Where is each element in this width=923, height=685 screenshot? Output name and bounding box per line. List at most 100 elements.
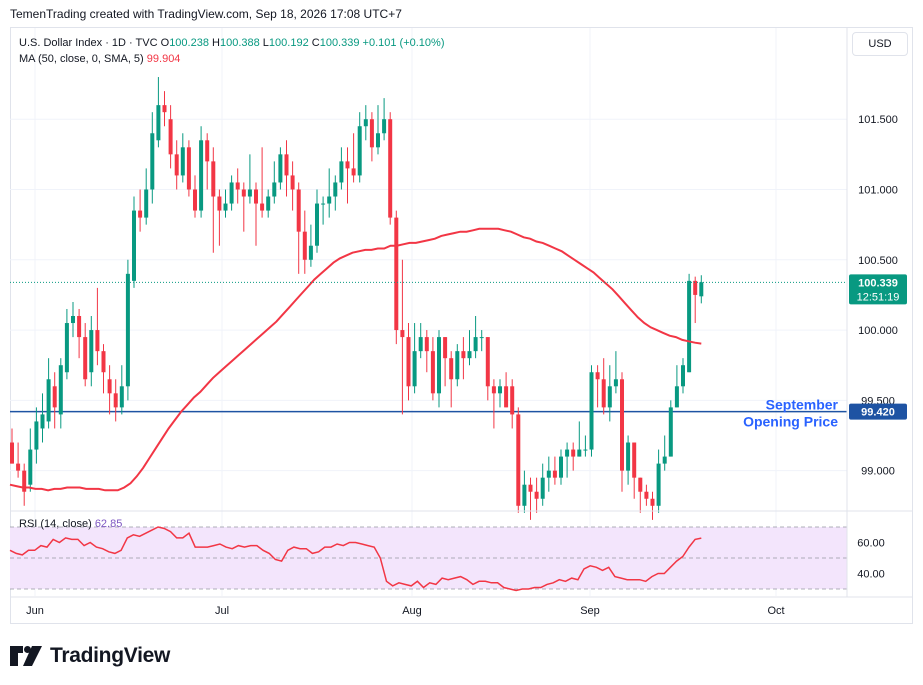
candle [278,147,283,190]
candle-body [406,337,411,387]
ma-legend-value: 99.904 [146,53,181,65]
low-label: L [262,37,269,49]
candle-body [174,154,179,176]
candle-body [321,203,326,205]
candle [46,358,51,429]
candle-body [89,330,94,373]
candle-body [278,154,283,183]
candle-body [394,217,399,331]
price-tick-label: 101.500 [858,114,898,126]
candle [522,470,527,513]
tradingview-wordmark: TradingView [50,644,171,667]
candle-body [132,210,136,281]
candle-body [473,337,478,352]
rsi-legend-label[interactable]: RSI (14, close) [19,518,92,530]
close-label: C [311,37,320,49]
candle-body [455,351,460,380]
candle-body [125,273,130,387]
candle-body [449,358,454,380]
candle-body [193,189,197,211]
candle-body [199,140,204,211]
candle-body [522,484,527,506]
candle-body [266,196,271,211]
candle [363,105,368,141]
candle [430,337,435,401]
candle-body [351,168,356,176]
opening-price-annotation: September Opening Price [743,397,838,430]
candle-body [467,351,472,359]
candle [193,175,197,218]
candle-body [388,119,393,218]
candle-body [412,351,417,387]
candle [687,273,692,373]
candle [132,196,136,288]
tradingview-logo[interactable]: TradingView [10,644,170,668]
candle-body [28,449,33,485]
candle-body [327,196,332,204]
candle [315,189,319,253]
candle-body [376,133,380,148]
candle-body [613,379,618,387]
candle-body [534,491,539,499]
candle-body [516,414,521,506]
candle [10,428,14,464]
candle-body [656,463,661,506]
candle [650,491,655,520]
candle [613,351,618,394]
candle-body [601,379,606,408]
candle [180,133,185,183]
candle [674,365,679,408]
candle [516,407,521,513]
attribution-text: TemenTrading created with TradingView.co… [10,7,402,21]
ma-legend-label[interactable]: MA (50, close, 0, SMA, 5) [19,53,144,65]
candle [681,358,685,394]
candle [479,330,484,352]
candle [504,372,509,408]
candle-body [632,442,637,478]
candle [552,456,557,485]
candle [644,484,649,506]
candle-body [144,189,149,218]
price-tick-label: 100.500 [858,255,898,267]
candle [28,428,33,492]
candle-body [638,477,643,492]
candle [693,276,698,324]
candle [559,449,563,485]
candle [418,323,423,359]
candle-body [162,105,167,113]
rsi-axis: 60.00 40.00 [857,538,885,581]
candle [144,168,149,225]
high-value: 100.388 [219,37,260,49]
low-value: 100.192 [268,37,309,49]
candle [241,182,246,232]
candle-body [620,379,624,471]
candle-body [626,442,631,471]
candle [174,140,179,190]
candle-body [668,407,673,457]
candle [40,393,45,443]
candle [376,105,380,155]
candle [485,337,490,401]
symbol-name[interactable]: U.S. Dollar Index · 1D · TVC [19,37,158,49]
candle-body [107,379,112,394]
candle [205,133,210,190]
opening-price-tag: 99.420 [849,403,907,420]
candle-body [40,414,45,429]
countdown-label: 12:51:19 [857,291,900,303]
candle [498,379,502,408]
chart-frame[interactable] [10,27,913,624]
candle [412,323,417,394]
candle-body [22,470,27,492]
candle [113,379,118,422]
candle [388,112,393,225]
candle-body [443,337,448,359]
candle [217,189,222,246]
candle-body [339,161,344,183]
candle-body [400,330,405,338]
candle [89,316,94,387]
rsi-legend: RSI (14, close) 62.85 [19,518,122,530]
candle [345,147,350,204]
currency-button[interactable]: USD [852,32,908,56]
candle-body [138,210,143,218]
